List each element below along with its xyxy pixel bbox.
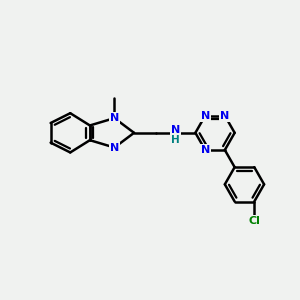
Text: N: N xyxy=(110,142,119,152)
Text: Cl: Cl xyxy=(248,216,260,226)
Text: N: N xyxy=(201,111,210,121)
Text: N: N xyxy=(201,145,210,155)
Text: N: N xyxy=(220,111,230,121)
Text: H: H xyxy=(171,135,180,145)
Text: N: N xyxy=(110,113,119,123)
Text: N: N xyxy=(171,125,180,135)
